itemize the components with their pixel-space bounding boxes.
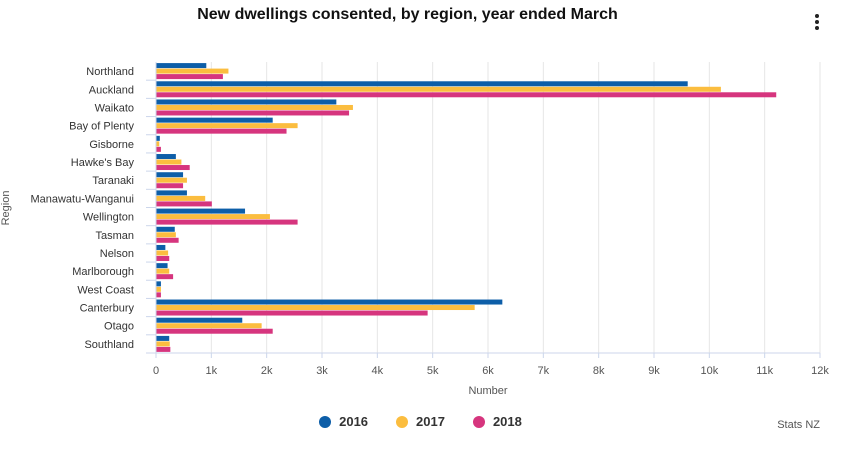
bar-2017-southland[interactable] xyxy=(156,341,170,347)
y-tick-labels: Northland Auckland Waikato Bay of Plenty Gis… xyxy=(30,66,156,354)
bar-2016-bay-of-plenty[interactable] xyxy=(156,117,273,123)
bar-2016-nelson[interactable] xyxy=(156,244,166,250)
bar-2016-manawatu-wanganui[interactable] xyxy=(156,190,187,196)
bar-2017-west-coast[interactable] xyxy=(156,286,161,292)
bar-2016-hawke-s-bay[interactable] xyxy=(156,154,176,160)
bar-2017-bay-of-plenty[interactable] xyxy=(156,123,298,129)
bar-2017-taranaki[interactable] xyxy=(156,177,187,183)
bar-2018-canterbury[interactable] xyxy=(156,310,428,316)
bar-2016-northland[interactable] xyxy=(156,63,207,69)
x-tick-label: 5k xyxy=(427,365,439,377)
bar-2017-manawatu-wanganui[interactable] xyxy=(156,195,206,201)
bar-2016-gisborne[interactable] xyxy=(156,135,160,141)
legend-marker-icon xyxy=(319,415,332,428)
bar-2017-waikato[interactable] xyxy=(156,104,353,110)
y-tick-label: Bay of Plenty xyxy=(69,121,134,133)
chart-menu-button[interactable] xyxy=(808,12,826,34)
bar-2017-tasman[interactable] xyxy=(156,232,176,238)
y-tick-label: Taranaki xyxy=(92,175,134,187)
x-tick-label: 3k xyxy=(316,365,328,377)
bar-2018-nelson[interactable] xyxy=(156,255,170,261)
bar-2017-auckland[interactable] xyxy=(156,86,721,92)
y-tick-label: Otago xyxy=(104,321,134,333)
vertical-ellipsis-icon xyxy=(815,14,819,18)
x-tick-label: 8k xyxy=(593,365,605,377)
chart-title: New dwellings consented, by region, year… xyxy=(197,6,618,23)
bar-2016-southland[interactable] xyxy=(156,335,170,341)
x-axis-title: Number xyxy=(468,385,507,397)
bar-2018-west-coast[interactable] xyxy=(156,292,161,298)
y-tick-label: Canterbury xyxy=(80,303,135,315)
y-tick-label: West Coast xyxy=(77,284,134,296)
bar-2016-wellington[interactable] xyxy=(156,208,246,214)
bar-2018-bay-of-plenty[interactable] xyxy=(156,128,287,134)
bar-2016-taranaki[interactable] xyxy=(156,172,184,178)
x-tick-label: 7k xyxy=(538,365,550,377)
x-tick-labels: 0 1k 2k 3k 4k 5k 6k 7k 8k 9k 10k 11k 12k xyxy=(153,365,829,377)
bar-2017-otago[interactable] xyxy=(156,323,262,329)
x-tick-label: 4k xyxy=(372,365,384,377)
y-tick-label: Wellington xyxy=(83,212,134,224)
legend-marker-icon xyxy=(472,415,485,428)
bar-2018-hawke-s-bay[interactable] xyxy=(156,165,190,171)
bar-2018-gisborne[interactable] xyxy=(156,146,161,152)
legend-label: 2018 xyxy=(492,414,522,429)
legend-item-2016[interactable]: 2016 xyxy=(319,414,368,429)
bar-2017-hawke-s-bay[interactable] xyxy=(156,159,182,165)
x-tick-label: 6k xyxy=(482,365,494,377)
y-tick-label: Auckland xyxy=(89,84,134,96)
bar-2018-manawatu-wanganui[interactable] xyxy=(156,201,212,207)
legend-item-2018[interactable]: 2018 xyxy=(472,414,522,429)
bar-2017-northland[interactable] xyxy=(156,68,229,74)
legend-marker-icon xyxy=(396,415,409,428)
bar-2016-otago[interactable] xyxy=(156,317,243,323)
bar-2017-marlborough[interactable] xyxy=(156,268,170,274)
x-tick-label: 11k xyxy=(756,365,773,377)
y-tick-label: Northland xyxy=(86,66,134,78)
y-tick-label: Tasman xyxy=(95,230,134,242)
bar-2016-marlborough[interactable] xyxy=(156,263,168,269)
bar-2017-wellington[interactable] xyxy=(156,214,270,220)
bar-2018-waikato[interactable] xyxy=(156,110,350,116)
y-tick-label: Southland xyxy=(84,339,134,351)
bar-2018-northland[interactable] xyxy=(156,74,223,80)
legend: 2016 2017 2018 xyxy=(0,414,841,429)
bar-2018-wellington[interactable] xyxy=(156,219,298,225)
bar-2017-canterbury[interactable] xyxy=(156,305,475,311)
bar-2018-tasman[interactable] xyxy=(156,237,179,243)
x-tick-label: 10k xyxy=(700,365,718,377)
bar-2016-auckland[interactable] xyxy=(156,81,688,87)
y-tick-label: Waikato xyxy=(95,102,134,114)
y-axis-title: Region xyxy=(0,191,12,226)
y-tick-label: Gisborne xyxy=(89,139,134,151)
credit-label: Stats NZ xyxy=(777,419,820,431)
bar-2018-southland[interactable] xyxy=(156,346,171,352)
bar-2016-waikato[interactable] xyxy=(156,99,337,105)
x-tick-label: 2k xyxy=(261,365,273,377)
y-tick-label: Manawatu-Wanganui xyxy=(30,193,134,205)
bar-2016-west-coast[interactable] xyxy=(156,281,161,287)
bar-2017-nelson[interactable] xyxy=(156,250,169,256)
bar-2018-marlborough[interactable] xyxy=(156,274,174,280)
x-tick-label: 12k xyxy=(811,365,829,377)
x-tick-label: 1k xyxy=(206,365,218,377)
legend-item-2017[interactable]: 2017 xyxy=(396,414,445,429)
bar-2018-auckland[interactable] xyxy=(156,92,777,98)
x-tick-label: 9k xyxy=(648,365,660,377)
bar-2017-gisborne[interactable] xyxy=(156,141,160,147)
x-tick-label: 0 xyxy=(153,365,159,377)
legend-label: 2017 xyxy=(416,414,445,429)
y-tick-label: Hawke's Bay xyxy=(71,157,135,169)
bar-series xyxy=(156,63,777,352)
y-tick-label: Marlborough xyxy=(72,266,134,278)
bar-2018-taranaki[interactable] xyxy=(156,183,184,189)
bar-2018-otago[interactable] xyxy=(156,328,273,334)
bar-2016-tasman[interactable] xyxy=(156,226,175,232)
bar-2016-canterbury[interactable] xyxy=(156,299,503,305)
y-tick-label: Nelson xyxy=(100,248,134,260)
legend-label: 2016 xyxy=(339,414,369,429)
